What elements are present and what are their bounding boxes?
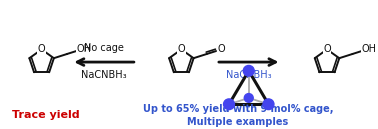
Text: O: O <box>178 45 185 54</box>
Text: Trace yield: Trace yield <box>12 110 79 120</box>
Text: Up to 65% yield with 9 mol% cage,
Multiple examples: Up to 65% yield with 9 mol% cage, Multip… <box>143 104 333 127</box>
Text: NaCNBH₃: NaCNBH₃ <box>81 70 127 80</box>
Circle shape <box>243 65 254 76</box>
Text: O: O <box>217 44 225 54</box>
Text: OH: OH <box>362 44 377 54</box>
Text: NaCNBH₃: NaCNBH₃ <box>226 70 271 80</box>
Circle shape <box>244 94 253 102</box>
Text: No cage: No cage <box>84 43 124 53</box>
Text: O: O <box>38 45 45 54</box>
Circle shape <box>263 99 274 110</box>
Text: OH: OH <box>76 44 91 54</box>
Text: O: O <box>323 45 331 54</box>
Circle shape <box>223 99 234 110</box>
